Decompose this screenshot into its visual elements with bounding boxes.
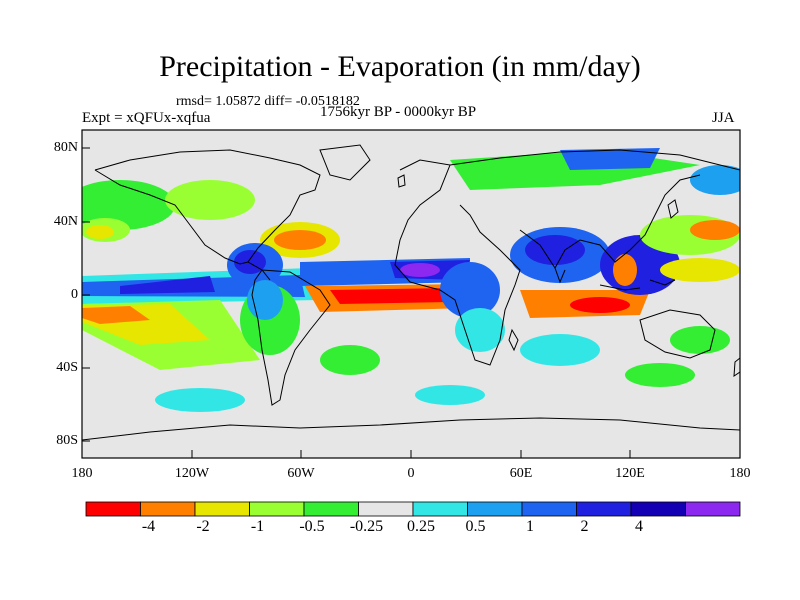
colorbar-label-4: -0.25 [349, 518, 384, 535]
lon-label-180w: 180 [71, 466, 93, 481]
colorbar-label-1: -2 [196, 518, 210, 535]
colorbar-box-10 [630, 501, 686, 517]
lon-label-60w: 60W [287, 466, 315, 481]
lon-label-120e: 120E [615, 466, 645, 481]
coastlines [82, 144, 740, 441]
colorbar-box-4 [303, 501, 359, 517]
colorbar-label-0: -4 [141, 518, 156, 535]
plot-title: Precipitation - Evaporation (in mm/day) [159, 50, 641, 83]
colorbar-label-8: 2 [580, 518, 589, 535]
colorbar-label-5: 0.25 [407, 518, 435, 535]
colorbar-label-7: 1 [526, 518, 534, 535]
colorbar-box-6 [412, 501, 468, 517]
axis-ticks [81, 147, 741, 458]
lat-label-40n: 40N [53, 214, 78, 229]
colorbar-box-1 [140, 501, 196, 517]
colorbar-box-0 [85, 501, 141, 517]
colorbar-box-11 [685, 501, 741, 517]
colorbar-label-2: -1 [250, 518, 265, 535]
lon-label-0: 0 [407, 466, 415, 481]
colorbar-box-7 [467, 501, 523, 517]
colorbar-label-6: 0.5 [465, 518, 486, 535]
lon-label-180e: 180 [729, 466, 751, 481]
experiment-label: Expt = xQFUx-xqfua [82, 110, 211, 126]
colorbar-box-3 [249, 501, 305, 517]
colorbar-label-3: -0.5 [299, 518, 325, 535]
colorbar-box-8 [521, 501, 577, 517]
lon-label-120w: 120W [174, 466, 210, 481]
lat-label-80s: 80S [56, 433, 78, 448]
period-label: 1756kyr BP - 0000kyr BP [320, 104, 477, 120]
lat-label-80n: 80N [53, 140, 78, 155]
field-contours [82, 148, 740, 412]
lat-label-40s: 40S [56, 360, 78, 375]
colorbar-box-9 [576, 501, 632, 517]
colorbar-box-2 [194, 501, 250, 517]
colorbar-label-9: 4 [635, 518, 643, 535]
lat-label-0: 0 [71, 287, 78, 302]
stats-label: rmsd= 1.05872 diff= -0.0518182 [176, 94, 360, 109]
colorbar-box-5 [358, 501, 414, 517]
lon-label-60e: 60E [509, 466, 533, 481]
season-label: JJA [712, 110, 735, 126]
